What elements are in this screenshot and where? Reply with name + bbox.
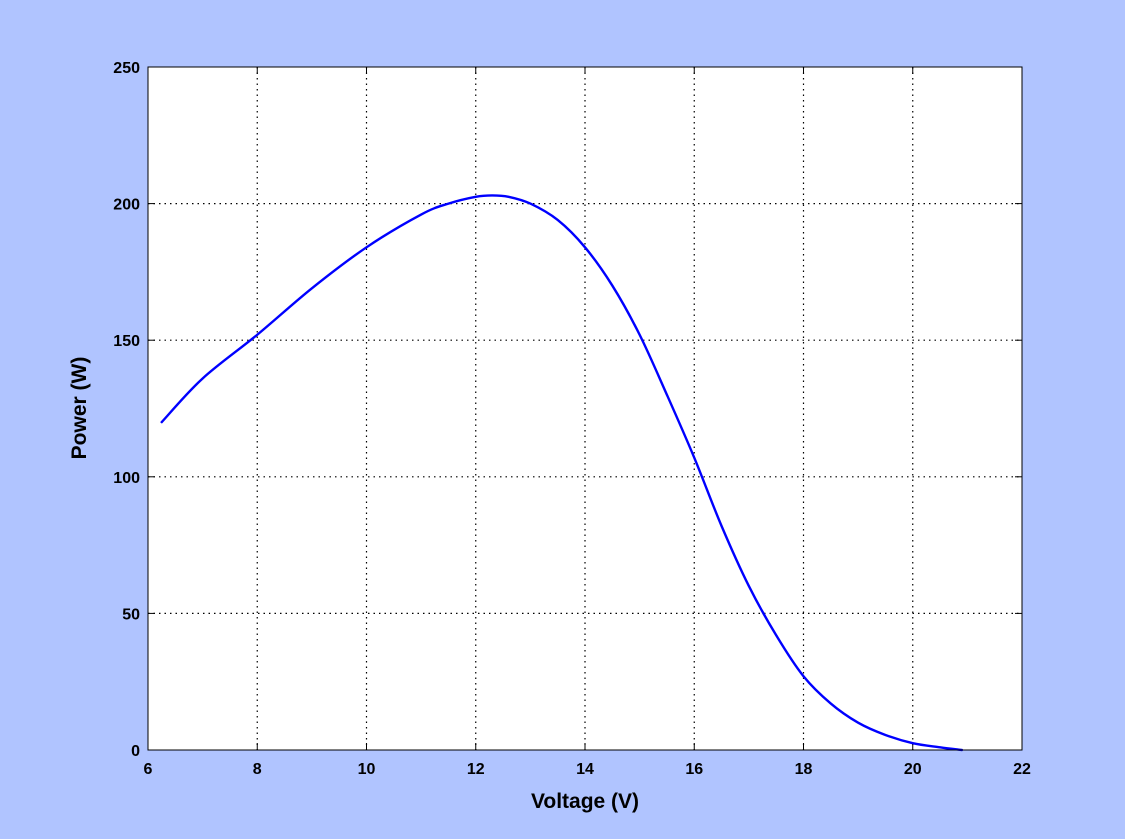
x-tick-label: 16 (685, 761, 703, 778)
x-tick-label: 10 (358, 761, 376, 778)
x-tick-label: 14 (576, 761, 594, 778)
plot-frame (147, 66, 1023, 751)
y-tick-label: 150 (113, 333, 140, 350)
x-axis-label: Voltage (V) (531, 790, 639, 813)
y-tick-label: 200 (113, 197, 140, 214)
series-layer (160, 194, 964, 752)
x-tick-label: 22 (1013, 761, 1031, 778)
x-tick-label: 18 (795, 761, 813, 778)
grid-lines (148, 67, 1022, 750)
y-axis-label: Power (W) (68, 357, 91, 460)
tick-labels: 6 8 10 12 14 16 18 20 22 0 50 100 150 200 250 (113, 60, 1031, 778)
y-tick-label: 0 (131, 743, 140, 760)
y-tick-label: 100 (113, 470, 140, 487)
x-tick-label: 6 (144, 761, 153, 778)
x-tick-label: 20 (904, 761, 922, 778)
power-curve-line (160, 194, 964, 752)
y-tick-label: 250 (113, 60, 140, 77)
y-tick-label: 50 (122, 606, 140, 623)
x-tick-label: 8 (253, 761, 262, 778)
x-tick-label: 12 (467, 761, 485, 778)
